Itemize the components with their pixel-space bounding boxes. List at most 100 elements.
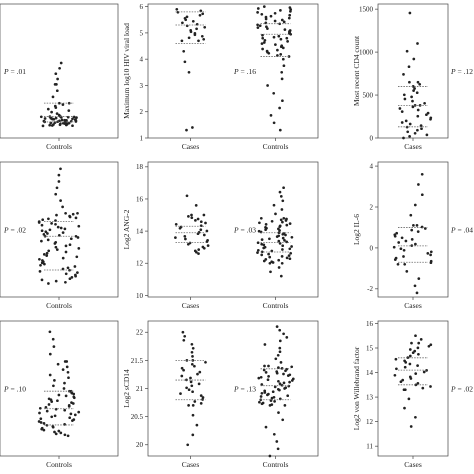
panel-1-group-0-point-42 xyxy=(39,115,43,119)
panel-9-group-0-point-9 xyxy=(393,373,397,377)
panel-4-group-0-point-5 xyxy=(70,276,74,279)
panel-7-group-0-point-50 xyxy=(52,384,55,388)
panel-9-group-0-point-8 xyxy=(408,375,412,379)
panel-8-group-1-point-68 xyxy=(277,411,280,414)
panel-9-group-0-point-20 xyxy=(406,356,410,359)
panel-6-group-0-point-24 xyxy=(420,225,424,229)
panel-9-group-0-point-3 xyxy=(414,383,418,387)
panel-4-group-0-point-10 xyxy=(38,270,42,273)
panel-7-group-0-point-8 xyxy=(40,426,44,430)
panel-7-group-0-point-15 xyxy=(37,420,41,423)
panel-5-group-0-point-12 xyxy=(174,236,177,239)
panel-8-group-0-point-0 xyxy=(191,404,195,407)
panel-5-group-1-point-13 xyxy=(289,251,293,255)
panel-4-group-0-point-0 xyxy=(47,282,50,285)
panel-7-group-0-point-56 xyxy=(61,368,65,371)
panel-9-group-0-point-22 xyxy=(417,352,420,356)
panel-2-ytick-label-3: 4 xyxy=(140,56,144,64)
panel-8-group-1-point-20 xyxy=(276,387,280,391)
panel-4-group-0-point-68 xyxy=(59,199,62,202)
panel-8-group-0-point-20 xyxy=(193,364,196,368)
panel-8-frame xyxy=(147,320,319,457)
panel-6-group-0-point-5 xyxy=(402,255,405,258)
panel-7-group-0-point-57 xyxy=(65,365,69,369)
panel-8-group-1-point-34 xyxy=(257,376,261,380)
panel-7-group-0-point-58 xyxy=(56,362,60,366)
panel-2-group-0-point-18 xyxy=(201,12,205,16)
panel-6-group-0-point-2 xyxy=(429,259,433,263)
panel-3-group-0-point-11 xyxy=(404,119,408,123)
panel-6-group-0-point-6 xyxy=(429,253,432,257)
panel-3-group-0-point-19 xyxy=(398,107,402,110)
panel-4-group-0-point-21 xyxy=(61,256,65,260)
panel-5-group-0-point-22 xyxy=(174,222,178,226)
panel-2-group-1-point-44 xyxy=(280,44,284,48)
panel-6-group-0-point-25 xyxy=(412,224,415,227)
panel-5-group-1-point-29 xyxy=(277,239,281,243)
panel-8-group-1-point-64 xyxy=(275,440,279,443)
panel-9-group-0-point-10 xyxy=(414,372,418,375)
panel-2-group-1-point-51 xyxy=(285,36,289,40)
panel-1-group-0-point-54 xyxy=(57,101,61,105)
panel-7-group-0-point-61 xyxy=(48,352,52,356)
panel-4-group-0-point-60 xyxy=(74,216,78,220)
panel-3-group-0-point-18 xyxy=(416,108,420,112)
panel-8-group-0-point-22 xyxy=(204,360,207,364)
panel-2-group-1-point-62 xyxy=(272,91,276,95)
panel-1-group-0-point-26 xyxy=(63,118,67,122)
panel-8-group-1-point-12 xyxy=(286,394,290,398)
panel-6-ytick-label-2: 2 xyxy=(370,203,374,211)
panel-5-group-1-point-8 xyxy=(268,255,272,259)
panel-7-group-0-point-18 xyxy=(39,417,43,421)
panel-2-group-1-point-48 xyxy=(286,40,289,43)
panel-5-group-1-point-23 xyxy=(281,244,285,248)
panel-5-group-1-point-19 xyxy=(288,247,292,251)
panel-2-group-0-point-1 xyxy=(202,37,206,41)
panel-4-group-0-point-30 xyxy=(54,245,58,249)
panel-8-group-0-point-17 xyxy=(198,370,202,374)
panel-5-group-0-point-28 xyxy=(187,215,190,218)
panel-5-group-1-point-25 xyxy=(260,242,264,246)
panel-3-group-0-point-24 xyxy=(411,99,414,103)
panel-7-group-0-point-42 xyxy=(64,394,68,398)
panel-5-group-1-point-62 xyxy=(280,208,284,211)
panel-2-group-1-point-25 xyxy=(260,12,264,16)
panel-2-group-1-point-31 xyxy=(256,7,260,10)
panel-9-group-0-point-21 xyxy=(408,354,412,358)
panel-2-group-0-point-22 xyxy=(187,70,191,74)
panel-1-group-0-point-48 xyxy=(67,109,71,112)
panel-2-group-1-point-19 xyxy=(280,18,284,22)
panel-1-group-0-point-12 xyxy=(67,121,71,125)
panel-4-group-0-point-34 xyxy=(54,240,58,244)
panel-8-group-1-point-51 xyxy=(279,361,283,364)
panel-4-group-0-point-66 xyxy=(64,211,67,215)
panel-3-group-0-point-31 xyxy=(411,85,415,88)
panel-3-group-0-point-30 xyxy=(413,87,416,90)
panel-5-group-1-point-28 xyxy=(285,240,289,244)
panel-5-group-0-point-26 xyxy=(196,217,200,221)
panel-6-group-0-point-4 xyxy=(394,256,398,260)
panel-6-group-0-point-26 xyxy=(415,224,419,227)
panel-3-group-0-point-33 xyxy=(408,80,411,84)
panel-8-group-1-point-36 xyxy=(267,375,270,378)
panel-5-group-1-point-30 xyxy=(283,239,286,242)
panel-7-group-0-point-22 xyxy=(73,413,77,417)
panel-9-ytick-label-2: 13 xyxy=(366,393,374,401)
panel-5-group-0-point-2 xyxy=(193,249,197,253)
panel-9-group-0-point-35 xyxy=(403,406,406,410)
panel-8-group-1-point-18 xyxy=(263,389,267,393)
panel-9-group-0-point-30 xyxy=(417,341,421,345)
panel-8-group-1-point-62 xyxy=(268,454,272,458)
panel-4-group-0-point-67 xyxy=(61,205,64,209)
panel-8-group-1-point-66 xyxy=(264,425,268,429)
panel-4-group-0-point-59 xyxy=(47,217,50,221)
panel-6-ytick-label-0: -2 xyxy=(367,285,373,293)
panel-1-group-0-point-45 xyxy=(57,113,61,117)
panel-8-group-1-point-22 xyxy=(284,386,288,390)
panel-4-group-0-point-9 xyxy=(76,271,79,274)
panel-3-group-0-point-37 xyxy=(412,57,416,61)
panel-5-group-0-point-3 xyxy=(197,248,201,251)
panel-4-group-0-point-73 xyxy=(59,167,62,171)
panel-4-group-0-point-16 xyxy=(43,262,46,266)
panel-2-group-1-point-24 xyxy=(288,13,292,17)
